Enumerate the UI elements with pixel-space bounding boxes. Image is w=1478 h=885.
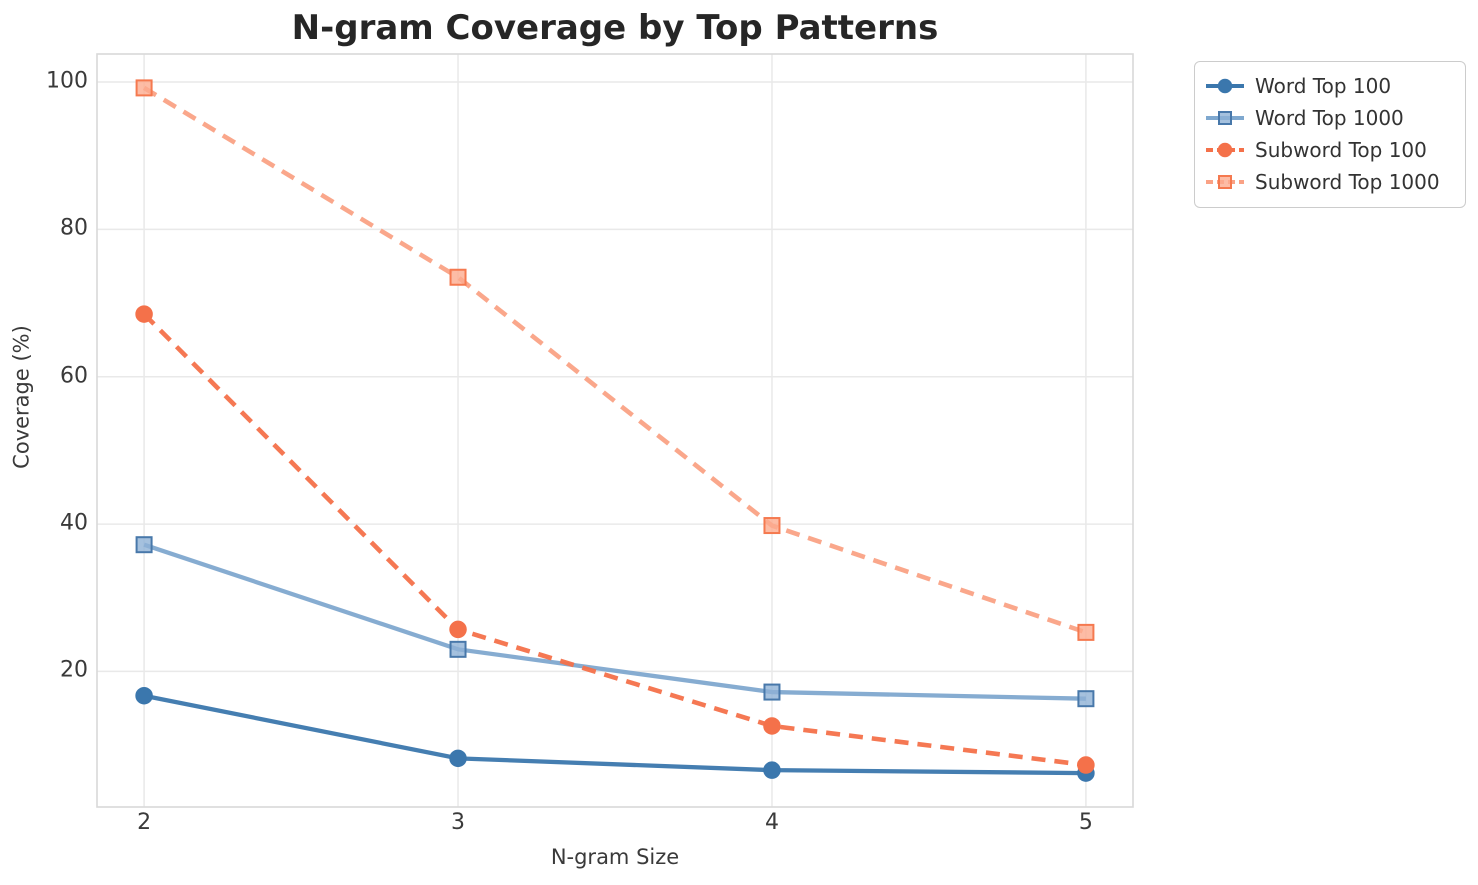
legend-label: Subword Top 1000 — [1255, 170, 1440, 194]
x-tick-label: 2 — [137, 810, 152, 835]
x-axis-label: N-gram Size — [550, 845, 680, 869]
legend-line-sample — [1206, 142, 1244, 158]
legend-label: Word Top 1000 — [1255, 106, 1404, 130]
y-tick-label: 40 — [60, 510, 88, 536]
x-tick-label: 5 — [1078, 810, 1093, 835]
legend-item: Word Top 1000 — [1205, 103, 1455, 133]
legend-item: Word Top 100 — [1205, 71, 1455, 101]
x-tick-label: 4 — [764, 810, 779, 835]
x-tick-label: 3 — [451, 810, 466, 835]
legend-label: Subword Top 100 — [1255, 138, 1427, 162]
legend-item: Subword Top 1000 — [1205, 167, 1455, 197]
y-tick-label: 100 — [46, 68, 88, 94]
legend-line-sample — [1206, 175, 1244, 189]
legend-label: Word Top 100 — [1255, 74, 1392, 98]
y-tick-label: 80 — [60, 215, 88, 241]
legend-item: Subword Top 100 — [1205, 135, 1455, 165]
legend-line-sample — [1206, 111, 1244, 125]
legend: Word Top 100 Word Top 1000 Subword Top 1… — [1194, 61, 1466, 208]
y-tick-label: 20 — [60, 657, 88, 683]
y-tick-label: 60 — [60, 363, 88, 389]
legend-line-sample — [1206, 78, 1244, 94]
chart-title: N-gram Coverage by Top Patterns — [291, 8, 939, 48]
